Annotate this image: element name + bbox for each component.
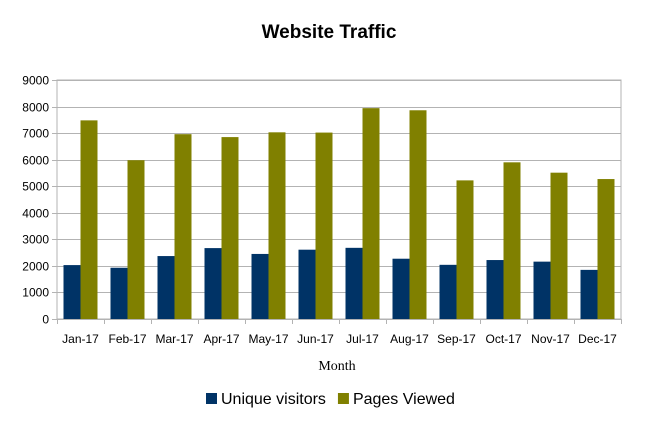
y-tick-label: 8000: [22, 101, 49, 115]
bar-unique-visitors: [439, 264, 457, 319]
bar-pages-viewed: [127, 160, 145, 319]
bar-unique-visitors: [580, 269, 598, 319]
bar-unique-visitors: [157, 256, 175, 319]
bar-pages-viewed: [597, 179, 615, 319]
y-tick-label: 7000: [22, 127, 49, 141]
bar-pages-viewed: [409, 110, 427, 319]
x-tick-label: Dec-17: [578, 332, 617, 346]
x-tick-label: Feb-17: [108, 332, 146, 346]
bar-unique-visitors: [533, 261, 551, 319]
x-axis-label: Month: [318, 359, 355, 374]
x-tick-label: Jan-17: [62, 332, 99, 346]
x-tick-label: Aug-17: [390, 332, 429, 346]
legend: Unique visitors Pages Viewed: [206, 391, 455, 408]
bar-pages-viewed: [362, 108, 380, 319]
bars: [63, 108, 615, 319]
x-tick-label: Jun-17: [297, 332, 334, 346]
bar-pages-viewed: [174, 134, 192, 319]
bar-pages-viewed: [268, 132, 286, 319]
chart-title: Website Traffic: [262, 22, 397, 43]
x-tick-label: Apr-17: [203, 332, 239, 346]
x-tick-label: Sep-17: [437, 332, 476, 346]
bar-unique-visitors: [110, 267, 128, 319]
x-tick-label: Oct-17: [485, 332, 521, 346]
bar-pages-viewed: [315, 132, 333, 319]
x-axis: Jan-17 Feb-17 Mar-17 Apr-17 May-17 Jun-17 Jul-…: [57, 319, 622, 346]
bar-pages-viewed: [221, 137, 239, 319]
bar-pages-viewed: [503, 162, 521, 319]
bar-unique-visitors: [251, 253, 269, 319]
bar-pages-viewed: [456, 180, 474, 319]
y-tick-label: 0: [42, 313, 49, 327]
y-tick-label: 5000: [22, 180, 49, 194]
legend-label: Unique visitors: [221, 391, 326, 408]
legend-swatch: [337, 393, 349, 404]
y-axis: 0 1000 2000 3000 4000 5000 6000 7000 8000 9000: [22, 74, 57, 327]
bar-pages-viewed: [550, 172, 568, 319]
bar-pages-viewed: [80, 120, 98, 319]
y-tick-label: 3000: [22, 233, 49, 247]
y-tick-label: 2000: [22, 260, 49, 274]
bar-unique-visitors: [63, 265, 81, 319]
y-tick-label: 1000: [22, 286, 49, 300]
bar-unique-visitors: [486, 260, 504, 319]
bar-unique-visitors: [204, 248, 222, 319]
y-tick-label: 9000: [22, 74, 49, 88]
bar-unique-visitors: [392, 258, 410, 319]
legend-swatch: [206, 393, 217, 404]
y-tick-label: 6000: [22, 154, 49, 168]
y-tick-label: 4000: [22, 207, 49, 221]
x-tick-label: Nov-17: [531, 332, 570, 346]
bar-unique-visitors: [345, 247, 363, 319]
bar-unique-visitors: [298, 249, 316, 319]
x-tick-label: Mar-17: [155, 332, 193, 346]
x-tick-label: Jul-17: [346, 332, 379, 346]
x-tick-label: May-17: [248, 332, 288, 346]
legend-label: Pages Viewed: [353, 391, 455, 408]
